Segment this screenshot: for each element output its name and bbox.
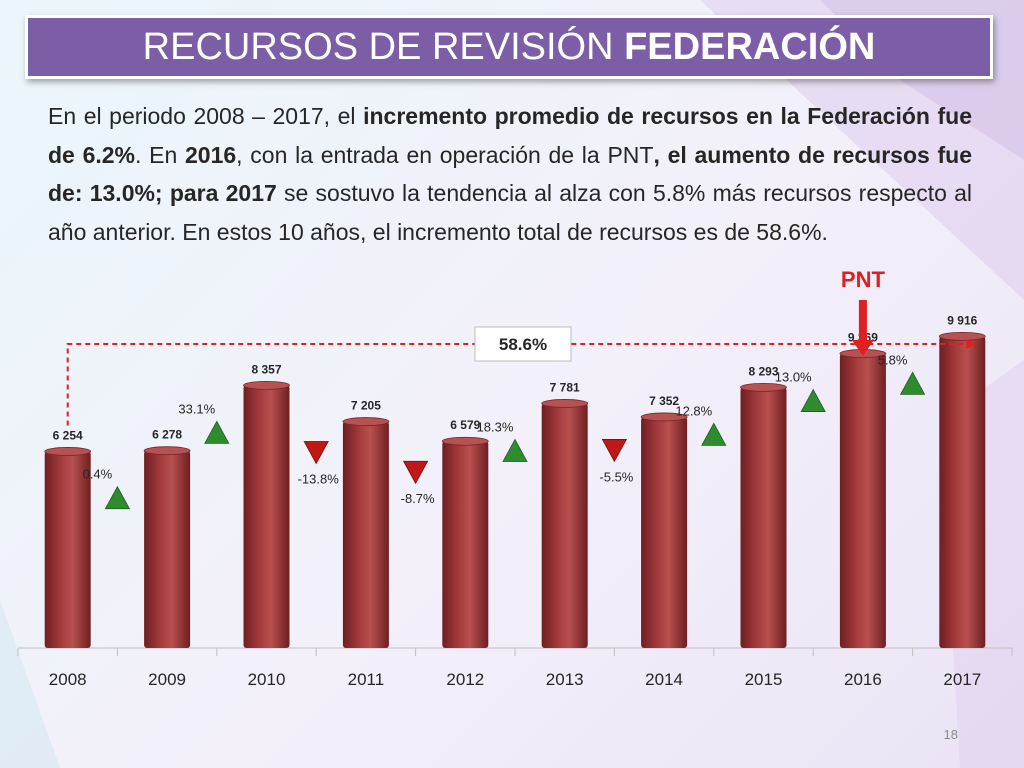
- pnt-arrow-icon: [851, 340, 874, 356]
- intro-paragraph: En el periodo 2008 – 2017, el incremento…: [48, 97, 972, 251]
- change-label: 33.1%: [178, 401, 215, 416]
- change-label: -5.5%: [599, 469, 633, 484]
- intro-run-6: se sostuvo la tendencia al alza con 5.8%…: [48, 180, 973, 245]
- bar-2014: [641, 416, 688, 648]
- title-bar: RECURSOS DE REVISIÓN FEDERACIÓN: [25, 15, 993, 79]
- down-arrow-icon: [601, 439, 628, 463]
- tick-label-2014: 2014: [645, 670, 683, 689]
- up-arrow-icon: [800, 388, 826, 412]
- change-label: 12.8%: [675, 403, 712, 418]
- change-label: -8.7%: [401, 491, 435, 506]
- up-arrow-icon: [701, 422, 727, 446]
- total-change-label: 58.6%: [499, 335, 547, 354]
- total-change-box: [474, 326, 572, 362]
- bar-2017: [939, 336, 986, 648]
- bar-2013: [541, 403, 588, 648]
- intro-run-2: . En: [135, 141, 185, 168]
- bar-2011: [342, 421, 389, 648]
- up-arrow-icon: [104, 485, 131, 510]
- bar-2016: [839, 353, 886, 648]
- value-label-2010: 8 357: [251, 362, 281, 376]
- bracket-arrowhead-icon: [966, 339, 977, 349]
- up-arrow-icon: [899, 371, 926, 395]
- slide-title: RECURSOS DE REVISIÓN FEDERACIÓN: [28, 18, 990, 76]
- pnt-arrow-shaft: [858, 300, 867, 342]
- bar-cap-2012: [441, 436, 489, 446]
- up-arrow-icon: [502, 438, 528, 462]
- value-label-2013: 7 781: [550, 380, 580, 394]
- tick-label-2012: 2012: [446, 670, 484, 689]
- bar-cap-2008: [44, 447, 92, 456]
- page-number: 18: [943, 727, 958, 742]
- bar-cap-2013: [541, 399, 589, 408]
- down-arrow-icon: [402, 460, 429, 485]
- bar-2010: [243, 385, 290, 648]
- tick-label-2017: 2017: [943, 670, 981, 689]
- bar-cap-2011: [342, 417, 390, 426]
- pnt-label: PNT: [841, 267, 886, 292]
- bar-cap-2015: [740, 382, 787, 392]
- change-label: 5.8%: [878, 352, 908, 367]
- value-label-2008: 6 254: [53, 428, 83, 442]
- value-label-2015: 8 293: [748, 364, 778, 378]
- change-label: 0.4%: [83, 467, 113, 482]
- value-label-2009: 6 278: [152, 428, 182, 442]
- up-arrow-icon: [204, 420, 230, 444]
- change-label: 18.3%: [477, 419, 514, 434]
- tick-label-2009: 2009: [148, 670, 186, 689]
- intro-run-5: , el aumento de recursos fue de: 13.0%; …: [48, 141, 973, 207]
- value-label-2017: 9 916: [947, 313, 977, 327]
- bar-cap-2009: [143, 446, 191, 456]
- tick-label-2013: 2013: [546, 670, 584, 689]
- value-label-2014: 7 352: [649, 394, 679, 408]
- bar-2015: [740, 387, 787, 648]
- bar-2008: [44, 451, 91, 648]
- value-label-2011: 7 205: [351, 399, 381, 413]
- value-label-2012: 6 579: [450, 418, 480, 432]
- total-change-bracket: [66, 343, 967, 426]
- intro-run-4: , con la entrada en operación de la PNT: [236, 141, 654, 168]
- intro-run-3: 2016: [184, 141, 237, 168]
- bar-cap-2014: [640, 412, 688, 422]
- down-arrow-icon: [303, 441, 329, 465]
- change-label: 13.0%: [775, 370, 812, 385]
- tick-label-2015: 2015: [745, 670, 783, 689]
- tick-label-2010: 2010: [248, 670, 286, 689]
- bar-2012: [442, 441, 489, 648]
- intro-run-0: En el periodo 2008 – 2017, el: [48, 103, 364, 129]
- title-bold: FEDERACIÓN: [624, 26, 876, 68]
- change-label: -13.8%: [298, 472, 340, 487]
- tick-label-2011: 2011: [348, 670, 385, 689]
- bar-cap-2010: [243, 380, 290, 390]
- intro-run-1: incremento promedio de recursos en la Fe…: [48, 103, 972, 168]
- title-normal: RECURSOS DE REVISIÓN: [142, 26, 625, 68]
- bar-2009: [144, 450, 191, 648]
- tick-label-2008: 2008: [49, 670, 87, 689]
- tick-label-2016: 2016: [844, 670, 882, 689]
- bar-cap-2017: [938, 331, 986, 341]
